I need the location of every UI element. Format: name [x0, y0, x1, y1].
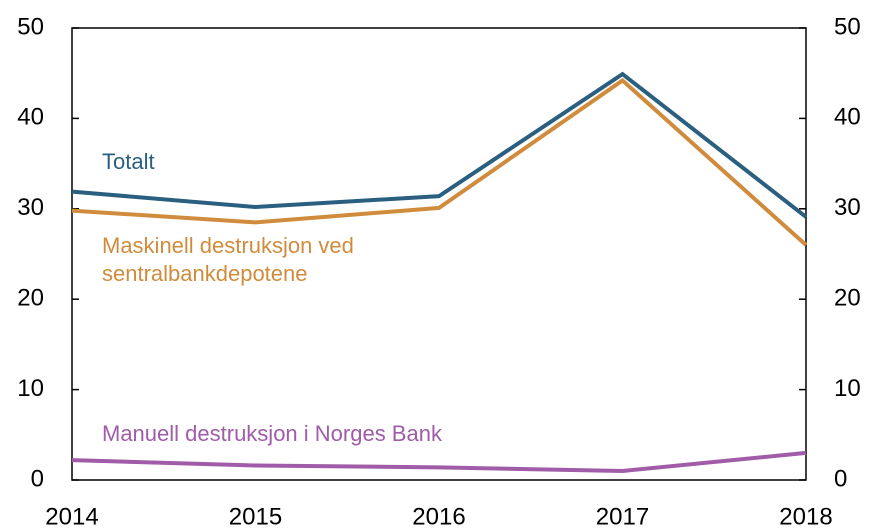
- x-tick-label: 2018: [779, 503, 832, 530]
- plot-frame: [71, 27, 807, 481]
- series-line: [71, 71, 808, 219]
- y2-tick-label: 30: [834, 194, 861, 221]
- series-line: [71, 77, 808, 247]
- series-label: Manuell destruksjon i Norges Bank: [102, 421, 442, 446]
- y-tick-label: 40: [17, 104, 44, 131]
- y2-tick-label: 10: [834, 375, 861, 402]
- y-tick-label: 10: [17, 375, 44, 402]
- y-tick-label: 50: [17, 13, 44, 40]
- x-tick-label: 2014: [45, 503, 98, 530]
- series-label: Maskinell destruksjon ved sentralbankdep…: [102, 233, 354, 286]
- y2-tick-label: 40: [834, 104, 861, 131]
- x-tick-label: 2015: [229, 503, 282, 530]
- series-label: Totalt: [102, 149, 155, 174]
- y2-tick-label: 20: [834, 285, 861, 312]
- y-tick-label: 0: [31, 465, 44, 492]
- series-line: [71, 450, 807, 473]
- x-tick-label: 2016: [412, 503, 465, 530]
- y2-tick-label: 0: [834, 465, 847, 492]
- y-tick-label: 20: [17, 285, 44, 312]
- x-tick-label: 2017: [596, 503, 649, 530]
- y-tick-label: 30: [17, 194, 44, 221]
- y2-tick-label: 50: [834, 13, 861, 40]
